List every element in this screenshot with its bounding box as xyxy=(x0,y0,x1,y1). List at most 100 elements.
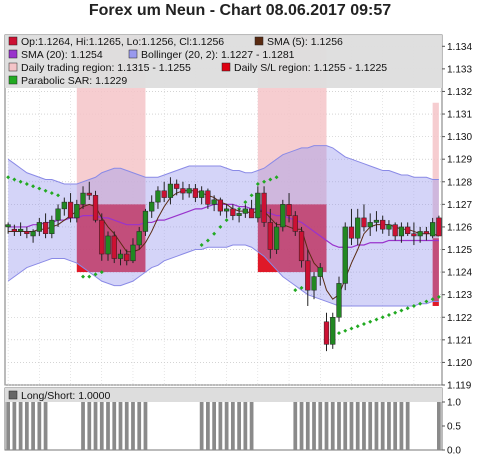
long-short-bar xyxy=(249,402,254,450)
candle-body xyxy=(436,217,442,237)
candle-body xyxy=(248,208,255,219)
legend-label-bollinger: Bollinger (20, 2): 1.1227 - 1.1281 xyxy=(141,49,295,61)
candle-body xyxy=(74,204,80,219)
long-short-bar xyxy=(124,402,129,450)
candle-body xyxy=(117,253,124,259)
y-tick-label: 1.126 xyxy=(447,222,472,233)
legend-swatch-sma20 xyxy=(8,49,18,59)
candle-body xyxy=(105,235,111,255)
long-short-bar xyxy=(93,402,98,450)
candle-body xyxy=(42,222,49,234)
candle-body xyxy=(411,233,417,237)
candle-body xyxy=(430,222,436,237)
sub-y-tick-label: 1.0 xyxy=(447,398,461,409)
psar-point xyxy=(199,243,204,247)
bollinger-bands xyxy=(7,145,439,307)
long-short-bar xyxy=(318,402,323,450)
candle-body xyxy=(199,190,205,198)
candle-body xyxy=(92,195,99,221)
long-short-bar xyxy=(405,402,410,450)
y-tick-label: 1.132 xyxy=(447,87,472,98)
long-short-bar xyxy=(24,402,29,450)
candle-body xyxy=(192,188,199,198)
legend-label-sl-region: Daily S/L region: 1.1255 - 1.1225 xyxy=(234,62,387,74)
sub-y-tick-label: 0.5 xyxy=(447,422,461,433)
psar-point xyxy=(368,319,373,324)
candle-body xyxy=(336,283,342,318)
long-short-bar xyxy=(237,402,241,450)
legend-swatch-psar xyxy=(8,75,18,85)
psar-point xyxy=(255,182,260,187)
long-short-bar xyxy=(362,402,366,450)
candle-body xyxy=(405,226,411,234)
candle-body xyxy=(167,183,174,198)
long-short-bar xyxy=(212,402,217,450)
psar-point xyxy=(349,326,354,331)
legend-label-trading-region: Daily trading region: 1.1315 - 1.1255 xyxy=(21,62,191,74)
legend-swatch-bollinger xyxy=(128,49,138,59)
candle-body xyxy=(261,192,267,223)
long-short-bar xyxy=(206,402,210,450)
y-tick-label: 1.122 xyxy=(447,313,472,324)
candle-body xyxy=(142,210,149,232)
psar-point xyxy=(274,175,279,180)
y-tick-label: 1.127 xyxy=(447,200,472,211)
psar-point xyxy=(268,177,273,182)
bollinger-lower xyxy=(7,244,439,307)
candle-body xyxy=(186,188,192,194)
candle-body xyxy=(298,231,305,262)
long-short-bar xyxy=(243,402,248,450)
candle-body xyxy=(61,201,67,210)
psar-point xyxy=(262,179,267,184)
candle-body xyxy=(342,226,348,284)
candle-body xyxy=(311,276,317,291)
candle-body xyxy=(86,192,92,196)
candle-body xyxy=(30,231,36,237)
y-tick-label: 1.119 xyxy=(447,381,472,392)
long-short-bar xyxy=(349,402,354,450)
legend-box xyxy=(5,35,442,88)
long-short-bar xyxy=(112,402,117,450)
legend-label-sma5: SMA (5): 1.1256 xyxy=(267,36,343,48)
trading-region xyxy=(432,102,439,239)
candle-body xyxy=(392,224,398,237)
long-short-bar xyxy=(218,402,223,450)
legend: Op:1.1264, Hi:1.1265, Lo:1.1256, Cl:1.12… xyxy=(5,35,442,88)
candle-body xyxy=(398,226,405,237)
candle-body xyxy=(24,231,30,234)
candle-body xyxy=(305,260,311,291)
candle-body xyxy=(330,317,336,345)
candle-body xyxy=(417,231,423,237)
psar-point xyxy=(205,238,210,243)
candle-body xyxy=(230,208,236,216)
long-short-bar xyxy=(393,402,398,450)
candle-body xyxy=(174,183,180,189)
long-short-bar xyxy=(374,402,379,450)
long-short-bar xyxy=(224,402,229,450)
sma20-line xyxy=(8,203,439,248)
psar-point xyxy=(249,193,254,198)
long-short-bar xyxy=(293,402,298,450)
long-short-bar xyxy=(87,402,92,450)
candle-body xyxy=(180,188,186,194)
long-short-bar xyxy=(199,402,204,450)
candle-body xyxy=(273,226,280,250)
psar-point xyxy=(81,274,86,279)
sl-region xyxy=(432,238,439,306)
candle-body xyxy=(355,217,361,239)
psar-point xyxy=(218,224,223,229)
long-short-bar xyxy=(6,402,10,450)
legend-swatch-trading-region xyxy=(8,62,18,72)
y-tick-label: 1.124 xyxy=(447,268,472,279)
candle-body xyxy=(124,253,130,262)
long-short-bar xyxy=(118,402,123,450)
candle-body xyxy=(380,219,386,230)
long-short-bar xyxy=(106,402,110,450)
psar-point xyxy=(87,274,92,279)
candle-body xyxy=(373,219,380,223)
bollinger-fill xyxy=(8,145,439,306)
legend-swatch-sl-region xyxy=(221,62,231,72)
candle-body xyxy=(292,215,298,232)
long-short-bar xyxy=(324,402,329,450)
